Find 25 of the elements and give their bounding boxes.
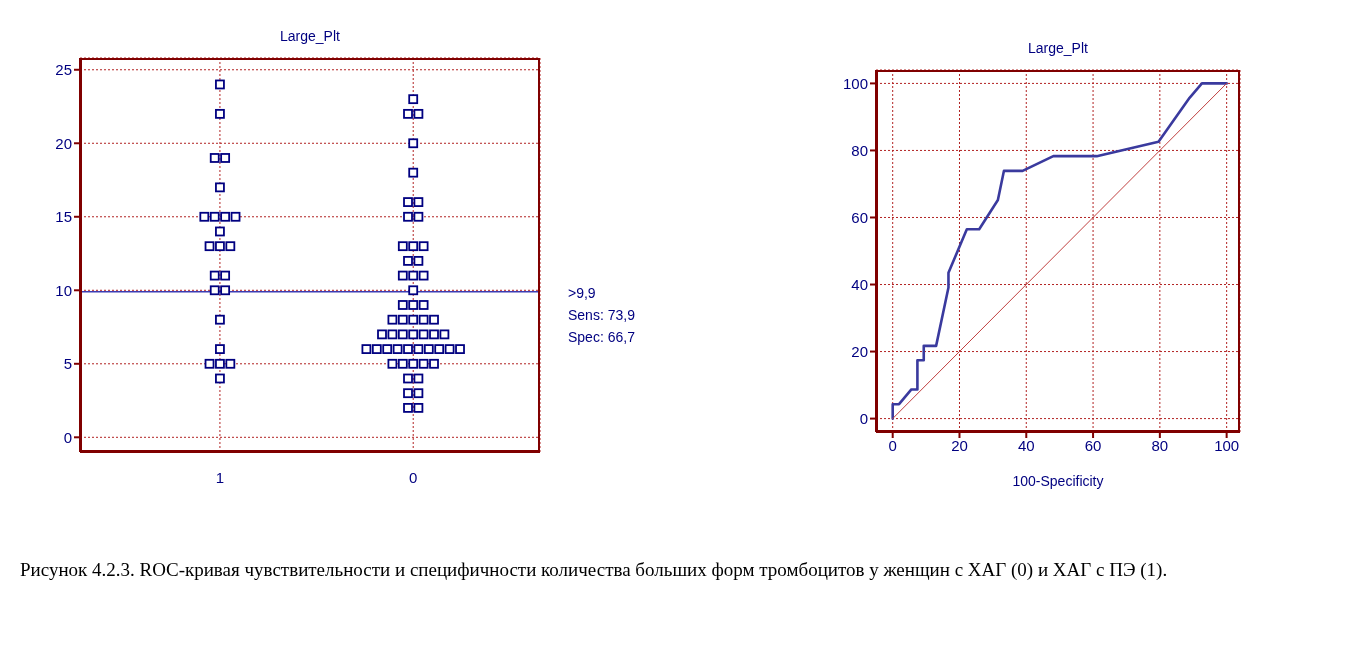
y-tick-label: 0 (859, 409, 868, 427)
x-tick-label: 0 (888, 436, 897, 454)
x-axis-title: 100-Specificity (1012, 473, 1104, 489)
chart-title: Large_Plt (279, 28, 341, 44)
text: Sens: 73,9 (568, 306, 635, 325)
x-tick-label: 20 (951, 436, 968, 454)
text: Spec: 66,7 (568, 328, 635, 347)
y-tick-label: 100 (842, 74, 868, 92)
x-tick-label: 40 (1017, 436, 1035, 454)
x-tick-label: 1 (215, 468, 225, 486)
y-tick-label: 60 (851, 208, 868, 226)
x-tick-label: 60 (1084, 436, 1102, 454)
ref-line-label: >9,9 (568, 284, 597, 303)
y-tick-label: 25 (55, 61, 72, 79)
x-tick-label: 80 (1151, 436, 1169, 454)
y-tick-label: 10 (55, 281, 72, 299)
y-tick-label: 20 (851, 342, 868, 360)
x-tick-label: 100 (1214, 436, 1240, 454)
y-tick-label: 20 (55, 134, 72, 152)
chart-title: Large_Plt (1027, 40, 1089, 56)
y-tick-label: 15 (55, 208, 72, 226)
y-tick-label: 80 (851, 141, 868, 159)
y-tick-label: 5 (63, 355, 72, 373)
y-tick-label: 40 (851, 275, 868, 293)
text: Рисунок 4.2.3. ROC-кривая чувствительности и специфичности количества больших форм тромбоцитов у женщин с ХАГ (0) и ХАГ с ПЭ (1). (20, 558, 1169, 582)
